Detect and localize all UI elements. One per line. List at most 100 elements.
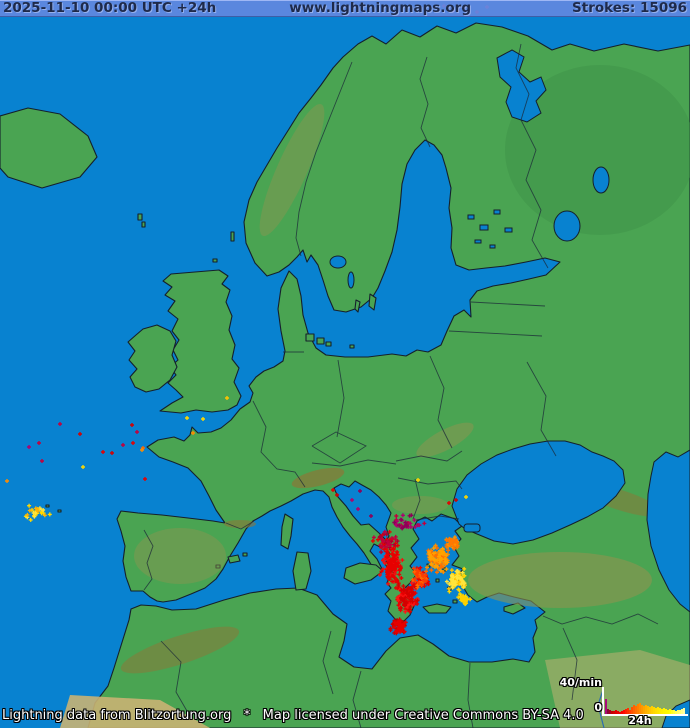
legend-bar <box>653 707 655 715</box>
aegean-islet <box>452 599 458 604</box>
island-orkney <box>212 258 218 263</box>
finnish-lake <box>479 224 489 231</box>
lake-onega <box>592 166 610 194</box>
anatolian-plateau <box>468 552 652 608</box>
legend-bar <box>639 703 641 715</box>
sahara-sand <box>60 695 210 728</box>
strike-marker-group <box>444 536 460 551</box>
legend-bar <box>677 710 679 715</box>
lake-vattern <box>347 271 355 289</box>
inland-waters <box>329 49 690 728</box>
lake-ladoga <box>553 210 581 242</box>
date-range-label: 2025-11-10 00:00 UTC +24h <box>3 0 217 16</box>
finnish-lake <box>489 244 496 249</box>
island-menorca <box>242 552 248 557</box>
legend-bar <box>681 709 683 715</box>
strike-marker-group <box>456 593 473 606</box>
strike-marker-group <box>411 566 428 587</box>
pyrenees <box>224 520 256 528</box>
legend-bar <box>605 699 607 715</box>
legend-bar <box>613 711 615 715</box>
island-crete <box>422 603 452 614</box>
island-corsica <box>280 513 294 550</box>
island-iceland <box>0 107 98 189</box>
legend-bar <box>631 707 633 715</box>
legend-bar <box>649 707 651 715</box>
legend-bar <box>615 710 617 715</box>
strike-marker-group <box>25 506 47 518</box>
danish-isle <box>305 333 315 342</box>
legend-bar <box>667 710 669 715</box>
iberian-meseta <box>134 528 226 584</box>
aegean-islet <box>435 578 440 583</box>
strike-marker-group <box>358 489 414 531</box>
island-sicily <box>343 562 384 585</box>
country-borders <box>143 43 659 728</box>
atlas-mountains <box>120 626 240 674</box>
sea-of-marmara <box>463 523 481 533</box>
legend-bar <box>645 705 647 715</box>
strike-marker-group <box>25 506 467 590</box>
finnish-lake <box>474 239 482 244</box>
island-great-britain <box>159 269 242 414</box>
finnish-lake <box>467 214 475 220</box>
white-sea <box>496 49 547 123</box>
legend-window-label: 24h <box>628 714 652 727</box>
finnish-lake <box>493 209 501 215</box>
legend-bar <box>607 709 609 715</box>
legend-axis <box>602 687 688 716</box>
island-faroe <box>137 213 143 221</box>
legend-bar <box>635 706 637 715</box>
site-title: www.lightningmaps.org <box>289 0 471 16</box>
legend-bar <box>647 706 649 715</box>
legend-bar <box>679 710 681 715</box>
island-azores <box>57 509 62 513</box>
island-sardinia <box>292 551 312 591</box>
island-ibiza <box>215 564 221 569</box>
legend-bar <box>625 709 627 715</box>
legend-bar <box>623 710 625 715</box>
island-azores <box>45 504 50 508</box>
legend-bar <box>669 709 671 715</box>
credit-label: Lightning data from Blitzortung.org * Ma… <box>2 708 584 723</box>
legend-bar <box>629 710 631 715</box>
island-mallorca <box>227 554 241 564</box>
legend-bar <box>621 711 623 715</box>
lightning-strikes <box>5 4 489 636</box>
carpathians <box>416 422 474 458</box>
legend-zero-label: 0 <box>594 701 602 714</box>
strike-marker-group <box>427 546 450 573</box>
scandes-mountains <box>259 103 325 237</box>
danish-isle <box>316 337 325 345</box>
legend-bar <box>651 706 653 715</box>
legend-bar <box>665 709 667 715</box>
black-sea <box>451 440 626 545</box>
island-bornholm <box>349 344 355 349</box>
nile-river <box>597 689 605 728</box>
island-faroe <box>141 221 146 228</box>
lake-vanern <box>329 255 347 269</box>
legend-bar <box>673 710 675 715</box>
legend-bar <box>671 710 673 715</box>
legend-bar <box>627 708 629 715</box>
balkan-mountains <box>392 496 448 514</box>
russian-taiga <box>505 65 690 235</box>
island-gotland <box>368 293 377 311</box>
finnish-lake <box>504 227 513 233</box>
legend-bar <box>675 711 677 715</box>
legend-bar <box>617 711 619 715</box>
legend-bar <box>683 708 685 715</box>
caspian-sea <box>646 449 690 613</box>
legend-bar <box>619 712 621 715</box>
legend-bar <box>637 704 639 715</box>
legend-bar <box>643 706 645 715</box>
legend-bar <box>655 708 657 715</box>
legend-bar <box>659 708 661 715</box>
alps <box>291 467 345 489</box>
danish-isle <box>325 341 332 347</box>
legend-bar <box>641 705 643 715</box>
island-ireland <box>127 324 178 393</box>
island-oland <box>354 299 361 313</box>
